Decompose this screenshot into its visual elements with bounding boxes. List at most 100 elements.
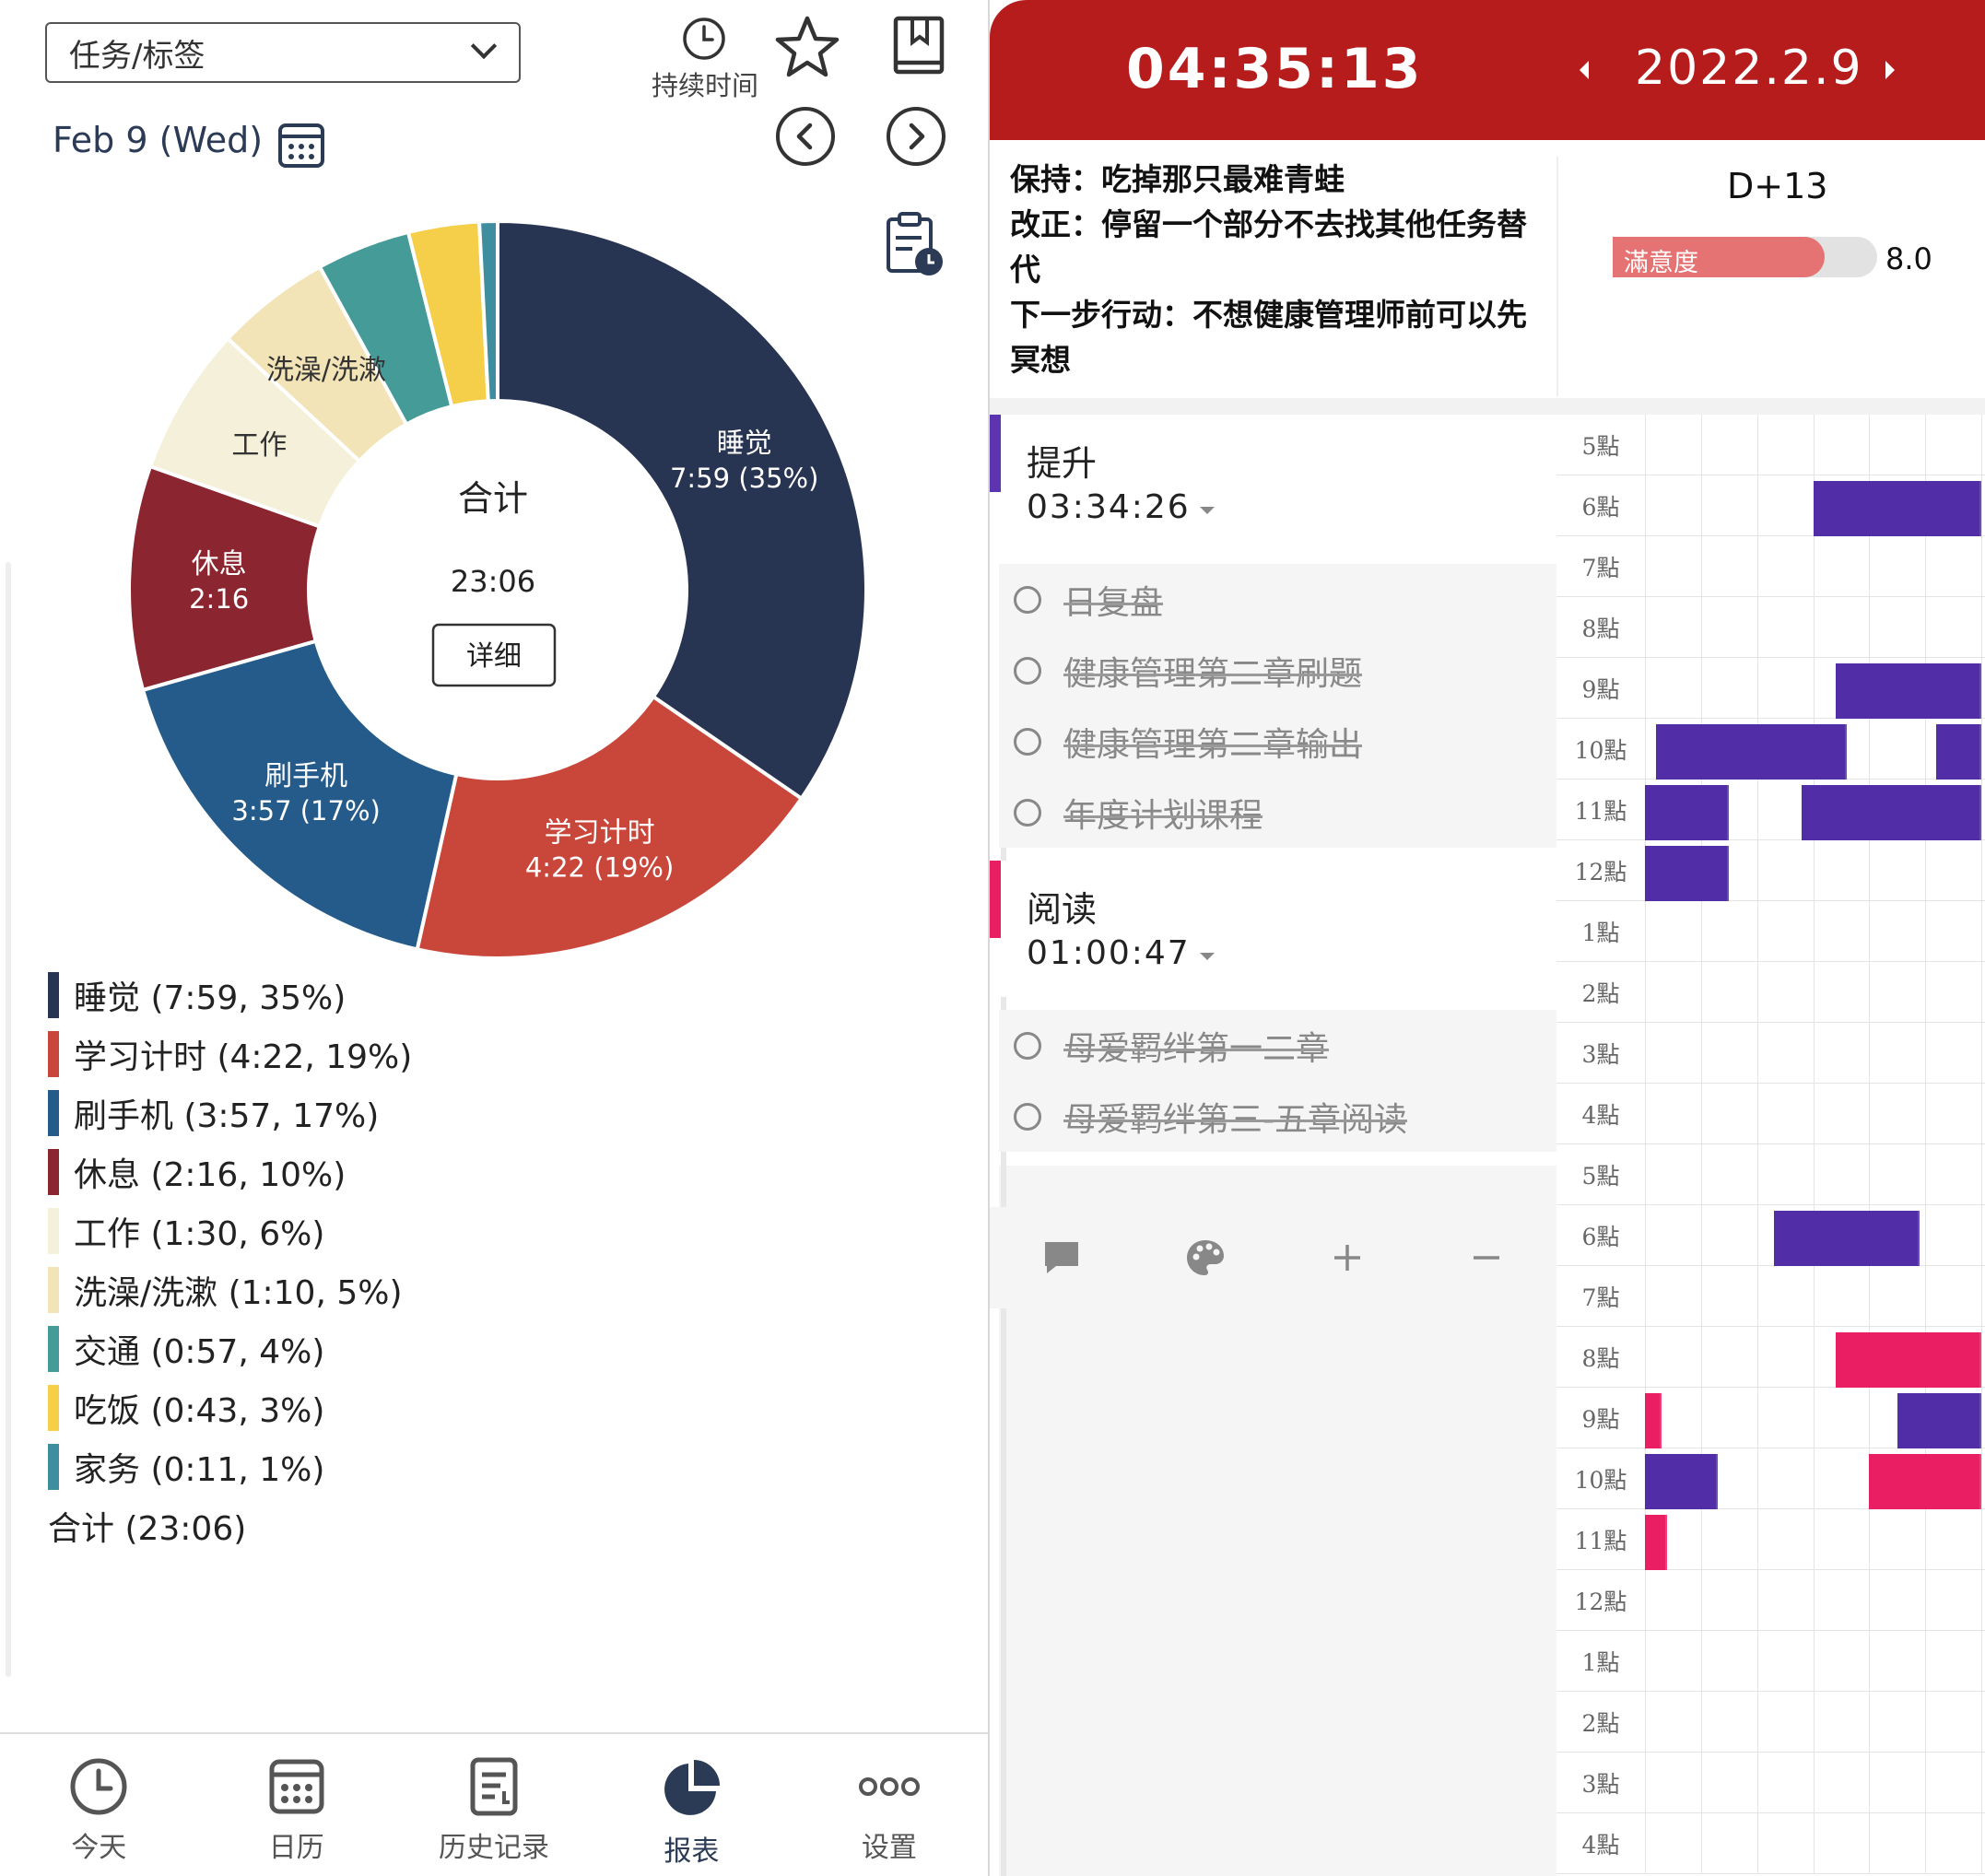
- timeline-hour-row[interactable]: 3點: [1556, 1023, 1985, 1084]
- bottom-tab-bar: 今天 日历 历史记录 报表: [0, 1732, 988, 1876]
- timeline-hour-row[interactable]: 7點: [1556, 536, 1985, 597]
- header-date[interactable]: 2022.2.9: [1635, 41, 1863, 96]
- list-item[interactable]: 健康管理第二章输出: [999, 706, 1556, 777]
- timeline-hour-row[interactable]: 1點: [1556, 901, 1985, 962]
- checkbox-circle-icon[interactable]: [1014, 798, 1041, 827]
- timeline-hour-row[interactable]: 1點: [1556, 1631, 1985, 1692]
- timeline-hour-row[interactable]: 2點: [1556, 1692, 1985, 1753]
- pie-slice-0[interactable]: [496, 218, 868, 802]
- timeline-block[interactable]: [1645, 1515, 1668, 1570]
- timeline-hour-row[interactable]: 6點: [1556, 475, 1985, 536]
- clipboard-clock-icon[interactable]: [885, 210, 946, 278]
- detail-button[interactable]: 详细: [431, 623, 557, 687]
- legend-item: 家务 (0:11, 1%): [48, 1437, 412, 1496]
- clock-icon[interactable]: [680, 15, 728, 63]
- calendar-icon[interactable]: [276, 120, 326, 170]
- timeline-hour-row[interactable]: 12點: [1556, 1570, 1985, 1631]
- tab-report[interactable]: 报表: [593, 1734, 790, 1876]
- timeline-block[interactable]: [1936, 724, 1981, 780]
- tab-today[interactable]: 今天: [0, 1734, 197, 1876]
- timeline-hour-row[interactable]: 8點: [1556, 597, 1985, 658]
- timeline-block[interactable]: [1835, 663, 1981, 719]
- legend-item: 洗澡/洗漱 (1:10, 5%): [48, 1260, 412, 1319]
- list-item[interactable]: 健康管理第二章刷题: [999, 635, 1556, 706]
- satisfaction-bar-fill: [1613, 237, 1825, 277]
- group-header-improve[interactable]: 提升 03:34:26: [990, 415, 1556, 551]
- timeline-block[interactable]: [1802, 785, 1981, 840]
- task-tag-dropdown[interactable]: 任务/标签: [45, 22, 521, 83]
- caret-down-icon[interactable]: [1200, 953, 1215, 960]
- scrollbar[interactable]: [6, 562, 11, 1677]
- day-timeline-pane: 04:35:13 2022.2.9 保持：吃掉那只最难青蛙 改正：停留一个部分不…: [990, 0, 1985, 1876]
- timeline-hour-row[interactable]: 2點: [1556, 962, 1985, 1023]
- timeline-block[interactable]: [1645, 846, 1730, 901]
- plus-icon[interactable]: [1329, 1239, 1366, 1276]
- grid-line: [1813, 597, 1815, 658]
- pie-slice-1[interactable]: [415, 694, 805, 960]
- timeline-block[interactable]: [1656, 724, 1847, 780]
- grid-line: [1700, 415, 1702, 475]
- timeline-hour-row[interactable]: 4點: [1556, 1813, 1985, 1874]
- timeline-hour-row[interactable]: 5點: [1556, 415, 1985, 475]
- timeline-hour-row[interactable]: 5點: [1556, 1144, 1985, 1205]
- timeline-hour-row[interactable]: 7點: [1556, 1266, 1985, 1327]
- satisfaction-bar[interactable]: 滿意度: [1613, 237, 1877, 277]
- grid-line: [1700, 597, 1702, 658]
- tab-settings[interactable]: 设置: [791, 1734, 988, 1876]
- grid-line: [1981, 901, 1982, 962]
- list-item[interactable]: 母爱羁绊第一二章: [999, 1010, 1556, 1081]
- checkbox-circle-icon[interactable]: [1014, 1031, 1041, 1060]
- note-next-action: 下一步行动：不想健康管理师前可以先冥想: [1010, 297, 1527, 378]
- timeline-block[interactable]: [1897, 1393, 1981, 1448]
- pie-slice-2[interactable]: [140, 639, 459, 952]
- tab-today-label: 今天: [71, 1832, 127, 1864]
- prev-arrow-icon[interactable]: [774, 105, 837, 168]
- checkbox-circle-icon[interactable]: [1014, 656, 1041, 685]
- grid-line: [1981, 597, 1982, 658]
- checkbox-circle-icon[interactable]: [1014, 727, 1041, 756]
- timeline-hour-row[interactable]: 8點: [1556, 1327, 1985, 1388]
- tab-history[interactable]: 历史记录: [395, 1734, 593, 1876]
- bookmark-book-icon[interactable]: [890, 15, 949, 79]
- timeline-hour-row[interactable]: 11點: [1556, 780, 1985, 840]
- duration-label[interactable]: 持续时间: [651, 70, 758, 101]
- palette-icon[interactable]: [1184, 1237, 1227, 1278]
- minus-icon[interactable]: [1468, 1239, 1505, 1276]
- timeline-hour-row[interactable]: 9點: [1556, 658, 1985, 719]
- prev-day-icon[interactable]: [1580, 61, 1589, 79]
- next-day-icon[interactable]: [1885, 61, 1895, 79]
- timeline-hour-row[interactable]: 4點: [1556, 1084, 1985, 1144]
- hour-label: 3點: [1581, 1041, 1620, 1068]
- timeline-block[interactable]: [1835, 1332, 1981, 1388]
- star-icon[interactable]: [774, 15, 840, 79]
- timeline-block[interactable]: [1645, 1393, 1662, 1448]
- timeline-block[interactable]: [1645, 1454, 1719, 1509]
- tab-calendar[interactable]: 日历: [197, 1734, 394, 1876]
- timeline-hour-row[interactable]: 10點: [1556, 719, 1985, 780]
- next-arrow-icon[interactable]: [885, 105, 947, 168]
- list-item[interactable]: 母爱羁绊第三-五章阅读: [999, 1081, 1556, 1152]
- timeline-hour-row[interactable]: 11點: [1556, 1509, 1985, 1570]
- timeline-block[interactable]: [1773, 1211, 1920, 1266]
- checkbox-circle-icon[interactable]: [1014, 585, 1041, 614]
- timeline-block[interactable]: [1869, 1454, 1981, 1509]
- timeline-hour-row[interactable]: 6點: [1556, 1205, 1985, 1266]
- timeline-hour-row[interactable]: 9點: [1556, 1388, 1985, 1448]
- timeline-block[interactable]: [1645, 785, 1730, 840]
- group-header-reading[interactable]: 阅读 01:00:47: [990, 861, 1556, 997]
- timeline-hour-row[interactable]: 10點: [1556, 1448, 1985, 1509]
- checkbox-circle-icon[interactable]: [1014, 1102, 1041, 1131]
- daily-review-notes[interactable]: 保持：吃掉那只最难青蛙 改正：停留一个部分不去找其他任务替代 下一步行动：不想健…: [1010, 157, 1535, 382]
- timeline-hour-row[interactable]: 12點: [1556, 840, 1985, 901]
- group-name: 阅读: [1027, 889, 1098, 930]
- timeline-hour-row[interactable]: 3點: [1556, 1753, 1985, 1813]
- caret-down-icon[interactable]: [1200, 507, 1215, 514]
- legend-item: 睡觉 (7:59, 35%): [48, 966, 412, 1025]
- timeline-block[interactable]: [1813, 481, 1981, 536]
- scrollbar[interactable]: [1001, 765, 1006, 1876]
- pie-slice-8[interactable]: [476, 218, 499, 404]
- list-item[interactable]: 年度计划课程: [999, 777, 1556, 848]
- list-item[interactable]: 日复盘: [999, 564, 1556, 635]
- grid-line: [1813, 962, 1815, 1023]
- comment-icon[interactable]: [1041, 1238, 1082, 1277]
